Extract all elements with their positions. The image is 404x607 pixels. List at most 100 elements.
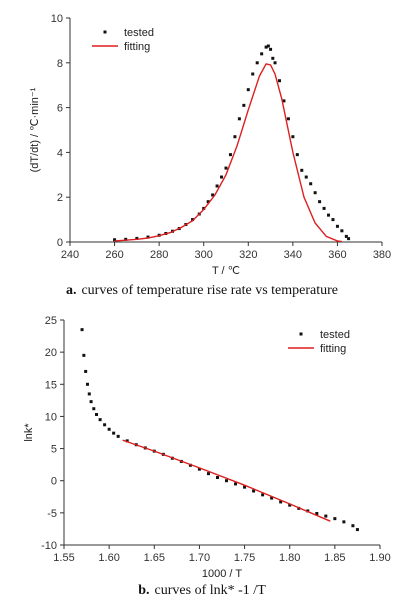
- y-tick-label: 6: [57, 103, 63, 115]
- data-point-tested: [98, 418, 102, 422]
- data-point-tested: [260, 52, 264, 56]
- x-tick-label: 1.85: [324, 552, 345, 564]
- data-point-tested: [331, 218, 335, 222]
- data-point-tested: [335, 224, 339, 228]
- data-point-tested: [107, 427, 111, 431]
- caption-b-text: curves of lnk* -1 /T: [154, 583, 266, 598]
- y-tick-label: 8: [57, 58, 63, 70]
- x-tick-label: 300: [195, 249, 213, 261]
- data-point-tested: [125, 439, 129, 443]
- data-point-tested: [228, 153, 232, 157]
- data-point-tested: [87, 392, 91, 396]
- data-point-tested: [242, 103, 246, 107]
- data-point-tested: [270, 496, 274, 500]
- data-point-tested: [342, 520, 346, 524]
- data-point-tested: [251, 72, 255, 76]
- data-point-tested: [211, 193, 215, 197]
- series-fitting-line: [122, 439, 331, 522]
- data-point-tested: [300, 168, 304, 172]
- data-point-tested: [282, 99, 286, 103]
- data-point-tested: [112, 431, 116, 435]
- y-axis-label: lnk*: [23, 423, 35, 442]
- data-point-tested: [340, 229, 344, 233]
- x-tick-label: 1.80: [279, 552, 300, 564]
- y-tick-label: 10: [51, 13, 63, 25]
- data-point-tested: [351, 524, 355, 528]
- caption-a: a. curves of temperature rise rate vs tem…: [0, 283, 404, 299]
- data-point-tested: [279, 500, 283, 504]
- data-point-tested: [295, 153, 299, 157]
- y-tick-label: 5: [51, 444, 57, 456]
- y-tick-label: -5: [47, 508, 57, 520]
- series-fitting-line: [114, 63, 343, 243]
- data-point-tested: [220, 175, 224, 179]
- caption-a-text: curves of temperature rise rate vs tempe…: [81, 283, 339, 298]
- data-point-tested: [84, 369, 88, 373]
- data-point-tested: [215, 184, 219, 188]
- y-tick-label: 4: [57, 147, 63, 159]
- data-point-tested: [215, 476, 219, 479]
- x-tick-label: 260: [105, 249, 123, 261]
- x-tick-label: 1.65: [144, 552, 165, 564]
- x-tick-label: 1.75: [234, 552, 255, 564]
- x-tick-label: 360: [328, 249, 346, 261]
- legend-tested-swatch: [103, 30, 107, 34]
- x-tick-label: 1.55: [53, 552, 74, 564]
- y-tick-label: 25: [45, 315, 57, 327]
- data-point-tested: [234, 482, 238, 486]
- caption-a-prefix: a.: [65, 283, 77, 298]
- data-point-tested: [146, 235, 150, 239]
- data-point-tested: [224, 166, 228, 170]
- x-tick-label: 1.60: [98, 552, 119, 564]
- data-point-tested: [318, 200, 322, 204]
- y-axis-label: (dT/dt) / ℃·min⁻¹: [29, 87, 41, 172]
- data-point-tested: [269, 47, 273, 51]
- data-point-tested: [324, 514, 328, 518]
- data-point-tested: [237, 117, 241, 121]
- data-point-tested: [252, 489, 256, 493]
- legend-label-fitting: fitting: [124, 41, 150, 53]
- y-tick-label: 0: [57, 237, 63, 249]
- legend-label-tested: tested: [320, 329, 350, 341]
- data-point-tested: [288, 503, 292, 507]
- data-point-tested: [255, 61, 259, 65]
- data-point-tested: [103, 423, 107, 427]
- x-axis-label: 1000 / T: [202, 568, 242, 580]
- data-point-tested: [92, 407, 96, 411]
- data-point-tested: [246, 88, 250, 92]
- caption-b: b. curves of lnk* -1 /T: [0, 583, 404, 599]
- data-point-tested: [206, 472, 210, 476]
- data-point-tested: [322, 206, 326, 210]
- data-point-tested: [225, 479, 229, 483]
- data-point-tested: [80, 328, 84, 332]
- data-point-tested: [355, 528, 359, 532]
- data-point-tested: [135, 236, 139, 240]
- data-point-tested: [264, 45, 268, 49]
- data-point-tested: [261, 493, 265, 497]
- data-point-tested: [85, 382, 89, 386]
- y-tick-label: -10: [41, 540, 57, 552]
- data-point-tested: [206, 200, 210, 204]
- x-axis-label: T / ℃: [212, 265, 240, 277]
- data-point-tested: [116, 434, 120, 438]
- legend-label-fitting: fitting: [320, 343, 346, 355]
- data-point-tested: [197, 467, 201, 471]
- data-point-tested: [344, 234, 348, 238]
- y-tick-label: 0: [51, 476, 57, 488]
- x-tick-label: 240: [61, 249, 79, 261]
- data-point-tested: [191, 218, 195, 222]
- caption-b-prefix: b.: [138, 583, 150, 598]
- x-tick-label: 1.90: [369, 552, 390, 564]
- chart-b-lnk-vs-inverse-t: 1.55 1.60 1.65 1.70 1.75 1.80 1.85 1.90 -10 -5 0 5 1…: [23, 315, 391, 580]
- data-point-tested: [271, 56, 275, 60]
- y-tick-label: 2: [57, 192, 63, 204]
- data-point-tested: [82, 353, 86, 357]
- legend-label-tested: tested: [124, 27, 154, 39]
- data-point-tested: [266, 44, 270, 48]
- y-tick-label: 10: [45, 411, 57, 423]
- data-point-tested: [347, 237, 351, 241]
- x-tick-label: 320: [239, 249, 257, 261]
- y-tick-label: 15: [45, 379, 57, 391]
- data-point-tested: [309, 182, 313, 186]
